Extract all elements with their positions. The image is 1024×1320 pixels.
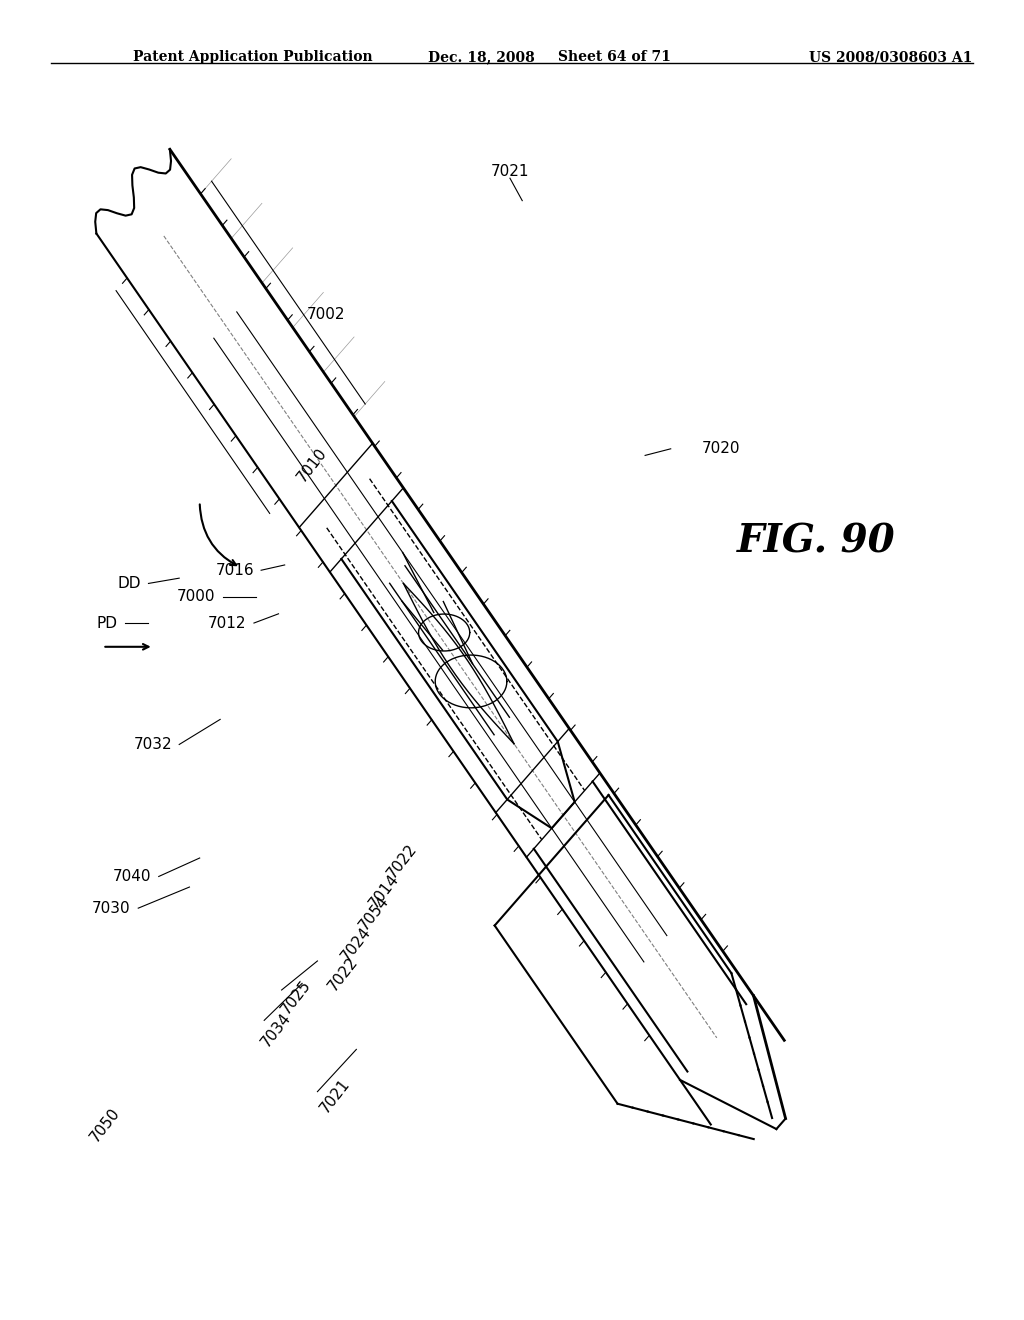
Text: 7032: 7032 <box>133 737 172 752</box>
Text: 7025: 7025 <box>279 977 314 1016</box>
Text: 7000: 7000 <box>176 589 215 605</box>
Text: 7054: 7054 <box>356 894 392 933</box>
Text: 7021: 7021 <box>490 164 529 180</box>
Text: DD: DD <box>118 576 141 591</box>
Text: 7034: 7034 <box>258 1010 294 1049</box>
Text: 7030: 7030 <box>91 900 130 916</box>
Text: 7022: 7022 <box>384 841 420 880</box>
Text: 7021: 7021 <box>317 1076 353 1115</box>
Text: 7016: 7016 <box>215 562 254 578</box>
Text: 7020: 7020 <box>701 441 740 457</box>
Text: 7002: 7002 <box>306 306 345 322</box>
Text: Patent Application Publication: Patent Application Publication <box>133 50 373 65</box>
Text: FIG. 90: FIG. 90 <box>737 523 896 560</box>
Text: 7012: 7012 <box>207 615 246 631</box>
Text: 7014: 7014 <box>367 871 402 911</box>
Text: US 2008/0308603 A1: US 2008/0308603 A1 <box>809 50 973 65</box>
Text: 7024: 7024 <box>338 924 374 964</box>
Text: Sheet 64 of 71: Sheet 64 of 71 <box>558 50 671 65</box>
Text: 7022: 7022 <box>326 954 361 994</box>
Text: PD: PD <box>96 615 118 631</box>
Text: 7040: 7040 <box>113 869 152 884</box>
Text: 7050: 7050 <box>88 1105 123 1144</box>
Text: 7010: 7010 <box>295 445 330 484</box>
Text: Dec. 18, 2008: Dec. 18, 2008 <box>428 50 535 65</box>
